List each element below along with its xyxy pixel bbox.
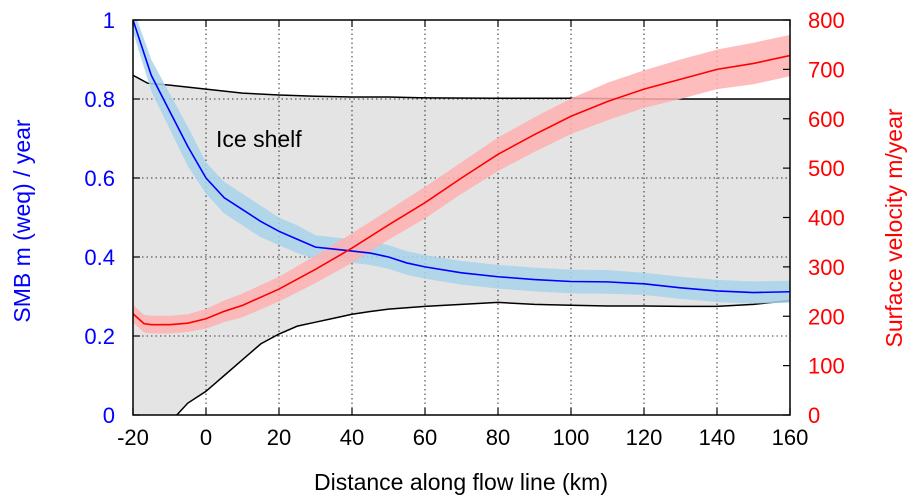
- x-tick-label: 80: [486, 425, 510, 450]
- y-right-tick-label: 300: [808, 255, 845, 280]
- x-tick-label: 140: [699, 425, 736, 450]
- y-left-tick-label: 0.6: [84, 166, 115, 191]
- x-tick-label: 120: [626, 425, 663, 450]
- y-left-tick-label: 1: [103, 8, 115, 33]
- y-right-tick-label: 0: [808, 403, 820, 428]
- x-axis-label: Distance along flow line (km): [314, 469, 608, 495]
- ice-shelf-bottom-line: [176, 299, 790, 415]
- x-tick-label: 40: [340, 425, 364, 450]
- y-right-tick-label: 100: [808, 354, 845, 379]
- x-tick-label: -20: [117, 425, 149, 450]
- x-tick-label: 100: [553, 425, 590, 450]
- grid: [133, 20, 790, 415]
- y-left-tick-label: 0.4: [84, 245, 115, 270]
- y-right-tick-label: 700: [808, 57, 845, 82]
- ice-shelf-annotation: Ice shelf: [216, 126, 302, 152]
- series-lines: [133, 20, 790, 326]
- y-right-tick-label: 200: [808, 304, 845, 329]
- y-right-tick-label: 800: [808, 8, 845, 33]
- x-tick-label: 0: [200, 425, 212, 450]
- velocity-series-line: [133, 54, 790, 326]
- y-left-tick-label: 0: [103, 403, 115, 428]
- x-tick-label: 20: [267, 425, 291, 450]
- y-right-tick-label: 500: [808, 156, 845, 181]
- x-tick-label: 60: [413, 425, 437, 450]
- x-tick-label: 160: [772, 425, 809, 450]
- tick-labels: -20 0 20 40 60 80 100 120 140 16000.20.40.60.8101…: [84, 8, 844, 450]
- velocity-uncertainty-band: [133, 34, 790, 334]
- y-right-axis-label: Surface velocity m/year: [881, 108, 907, 347]
- y-left-axis-label: SMB m (weq) / year: [9, 119, 35, 323]
- smb-series-line: [133, 20, 790, 294]
- smb-uncertainty-band: [133, 20, 790, 304]
- uncertainty-bands: [133, 20, 790, 334]
- y-left-tick-label: 0.2: [84, 324, 115, 349]
- axis-ticks: [132, 19, 791, 416]
- ice-shelf-fill: [133, 75, 790, 415]
- y-left-tick-label: 0.8: [84, 87, 115, 112]
- y-right-tick-label: 600: [808, 107, 845, 132]
- y-right-tick-label: 400: [808, 206, 845, 231]
